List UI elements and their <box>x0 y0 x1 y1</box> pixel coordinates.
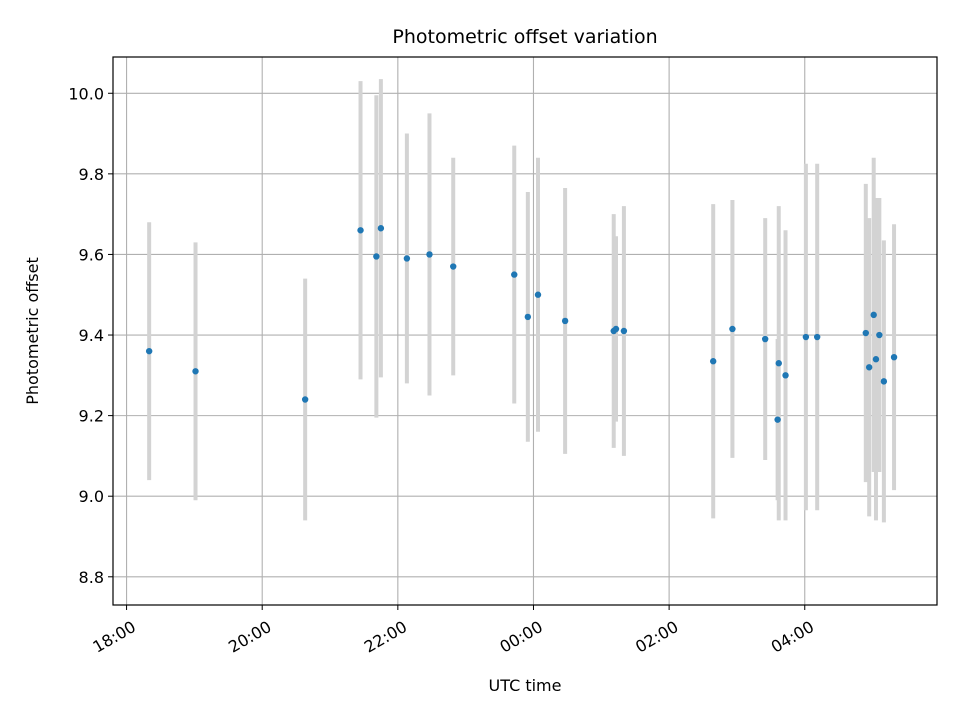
y-axis-ticks: 8.8 9.0 9.2 9.4 9.6 9.8 10.0 <box>68 84 113 587</box>
data-point <box>301 396 309 403</box>
x-tick-label: 02:00 <box>632 617 681 657</box>
data-point <box>774 416 781 423</box>
y-tick-label: 9.2 <box>79 407 104 426</box>
y-tick-label: 10.0 <box>68 84 104 103</box>
data-point <box>729 325 736 333</box>
data-point <box>870 311 877 319</box>
data-point <box>403 255 411 262</box>
data-point <box>890 353 898 361</box>
data-point <box>782 372 789 379</box>
grid-lines <box>113 57 937 605</box>
data-point <box>145 347 153 355</box>
x-tick-label: 22:00 <box>361 617 410 657</box>
data-point <box>709 358 717 365</box>
data-point <box>561 317 569 325</box>
data-points <box>145 225 898 423</box>
data-point <box>524 313 532 321</box>
data-point <box>775 360 782 367</box>
y-axis-label: Photometric offset <box>23 257 42 405</box>
data-point <box>377 225 385 232</box>
data-point <box>357 227 364 234</box>
x-tick-label: 20:00 <box>225 617 274 657</box>
data-point <box>880 378 888 385</box>
data-point <box>373 253 380 260</box>
chart-title: Photometric offset variation <box>392 26 657 48</box>
x-tick-label: 00:00 <box>496 617 545 657</box>
data-point <box>450 263 457 270</box>
data-point <box>862 329 869 337</box>
x-tick-label: 18:00 <box>90 617 139 657</box>
y-tick-label: 9.0 <box>79 487 104 506</box>
x-axis-ticks: 18:00 20:00 22:00 00:00 02:00 04:00 <box>90 605 817 657</box>
plot-frame <box>112 56 938 606</box>
data-point <box>511 271 518 278</box>
x-axis-label: UTC time <box>489 676 562 695</box>
data-point <box>612 325 620 333</box>
y-tick-label: 9.6 <box>79 245 104 264</box>
y-tick-label: 9.4 <box>79 326 104 345</box>
x-tick-label: 04:00 <box>768 617 817 657</box>
data-point <box>865 364 873 371</box>
data-point <box>620 327 628 335</box>
data-point <box>802 333 810 341</box>
data-point <box>426 251 433 258</box>
data-point <box>192 368 199 375</box>
y-tick-label: 8.8 <box>79 568 104 587</box>
y-tick-label: 9.8 <box>79 165 104 184</box>
data-point <box>761 335 769 343</box>
data-point <box>872 356 880 363</box>
error-bars <box>147 79 897 523</box>
data-point <box>876 331 883 339</box>
data-point <box>813 333 821 341</box>
data-point <box>534 291 542 298</box>
